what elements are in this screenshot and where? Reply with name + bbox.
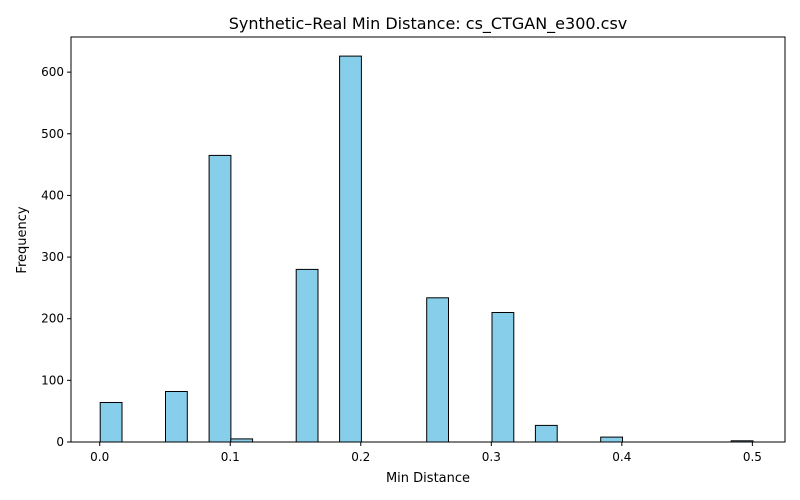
y-tick-label: 100 — [41, 373, 64, 387]
plot-frame — [70, 36, 786, 443]
x-tick-label: 0.2 — [351, 450, 370, 464]
histogram-bar-5 — [339, 55, 362, 443]
y-tick-label: 400 — [41, 188, 64, 202]
histogram-bar-0 — [99, 402, 123, 443]
histogram-bar-1 — [165, 391, 188, 443]
y-axis-label: Frequency — [15, 206, 30, 273]
y-tick-label: 300 — [41, 250, 64, 264]
histogram-bar-4 — [295, 268, 319, 443]
y-tick-label: 200 — [41, 312, 64, 326]
histogram-bar-6 — [426, 297, 450, 443]
histogram-bar-7 — [491, 312, 515, 443]
x-tick-label: 0.3 — [482, 450, 501, 464]
x-axis-label: Min Distance — [386, 471, 470, 486]
y-tick-label: 0 — [56, 435, 64, 449]
x-tick-label: 0.1 — [221, 450, 240, 464]
histogram-bar-2 — [208, 154, 232, 443]
x-tick-label: 0.4 — [612, 450, 631, 464]
bars-group — [99, 55, 754, 443]
y-tick-label: 500 — [41, 127, 64, 141]
x-axis-ticks: 0.0 0.1 0.2 0.3 0.4 0.5 — [90, 442, 762, 464]
y-tick-label: 600 — [41, 65, 64, 79]
x-tick-label: 0.5 — [743, 450, 762, 464]
histogram-bar-9 — [600, 436, 624, 443]
y-axis-ticks: 0 100 200 300 400 500 600 — [41, 65, 71, 449]
histogram-bar-8 — [534, 424, 558, 443]
x-tick-label: 0.0 — [90, 450, 109, 464]
chart-title: Synthetic–Real Min Distance: cs_CTGAN_e3… — [229, 14, 628, 34]
